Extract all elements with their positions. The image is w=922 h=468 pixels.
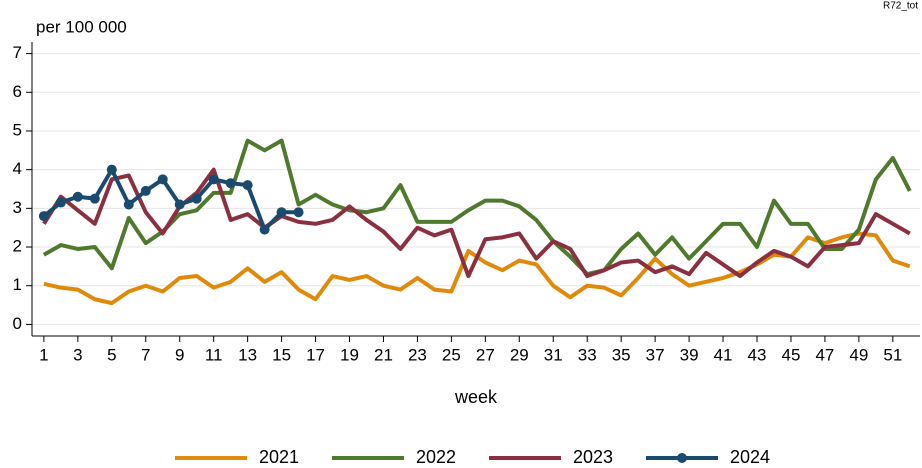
y-tick-label: 7 xyxy=(13,43,22,62)
x-tick-label: 7 xyxy=(141,345,150,364)
legend-label: 2023 xyxy=(573,447,613,467)
y-tick-label: 4 xyxy=(13,159,22,178)
y-axis-label: per 100 000 xyxy=(36,17,127,36)
series-marker xyxy=(140,185,151,196)
series-marker xyxy=(225,178,236,189)
legend-label: 2021 xyxy=(259,447,299,467)
x-tick-label: 19 xyxy=(340,345,359,364)
x-tick-label: 15 xyxy=(272,345,291,364)
x-tick-label: 39 xyxy=(680,345,699,364)
series-marker xyxy=(174,199,185,210)
x-tick-label: 41 xyxy=(714,345,733,364)
x-tick-label: 21 xyxy=(374,345,393,364)
x-axis-label: week xyxy=(454,387,498,407)
series-line xyxy=(43,231,911,306)
x-tick-label: 33 xyxy=(578,345,597,364)
legend-marker xyxy=(677,453,687,463)
x-tick-label: 9 xyxy=(175,345,184,364)
corner-label: R72_tot xyxy=(883,1,918,12)
series-marker xyxy=(55,197,66,208)
series-marker xyxy=(208,174,219,185)
y-tick-label: 3 xyxy=(13,198,22,217)
x-tick-label: 5 xyxy=(107,345,116,364)
x-tick-label: 47 xyxy=(815,345,834,364)
series-marker xyxy=(276,207,287,218)
y-tick-label: 1 xyxy=(13,275,22,294)
series-marker xyxy=(191,193,202,204)
y-tick-label: 0 xyxy=(13,314,22,333)
y-tick-label: 2 xyxy=(13,237,22,256)
x-tick-label: 27 xyxy=(476,345,495,364)
series-marker xyxy=(89,193,100,204)
x-tick-label: 29 xyxy=(510,345,529,364)
series-marker xyxy=(38,211,49,222)
series-marker xyxy=(293,207,304,218)
x-tick-label: 31 xyxy=(544,345,563,364)
x-tick-label: 23 xyxy=(408,345,427,364)
series-line xyxy=(42,138,912,277)
y-tick-label: 6 xyxy=(13,82,22,101)
x-tick-label: 51 xyxy=(883,345,902,364)
series-marker xyxy=(106,164,117,175)
series-marker xyxy=(123,199,134,210)
x-tick-label: 45 xyxy=(781,345,800,364)
legend-label: 2024 xyxy=(730,447,770,467)
x-tick-label: 25 xyxy=(442,345,461,364)
x-tick-label: 13 xyxy=(238,345,257,364)
x-tick-label: 35 xyxy=(612,345,631,364)
series-marker xyxy=(242,180,253,191)
series-marker xyxy=(72,191,83,202)
x-tick-label: 17 xyxy=(306,345,325,364)
x-tick-label: 1 xyxy=(39,345,48,364)
x-tick-label: 37 xyxy=(646,345,665,364)
x-tick-label: 49 xyxy=(849,345,868,364)
series-marker xyxy=(157,174,168,185)
x-tick-label: 43 xyxy=(748,345,767,364)
y-tick-label: 5 xyxy=(13,120,22,139)
x-tick-label: 11 xyxy=(205,345,223,364)
series-line xyxy=(42,167,299,232)
legend-label: 2022 xyxy=(416,447,456,467)
x-tick-label: 3 xyxy=(73,345,82,364)
series-marker xyxy=(259,224,270,235)
